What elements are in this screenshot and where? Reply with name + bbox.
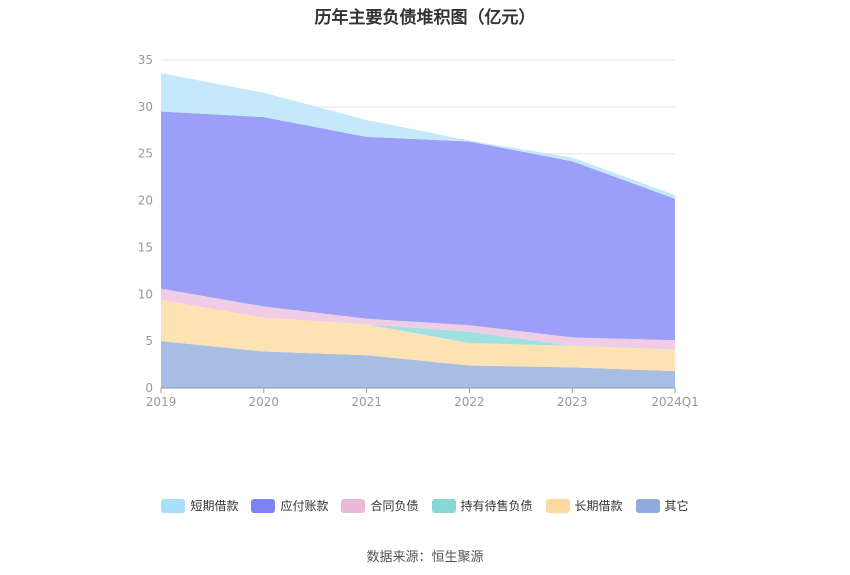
area-series-1[interactable] — [161, 299, 675, 372]
chart-legend: 短期借款 应付账款 合同负债 持有待售负债 长期借款 其它 — [0, 497, 850, 514]
data-source-note: 数据来源：恒生聚源 — [366, 550, 484, 565]
legend-item[interactable]: 长期借款 — [545, 497, 623, 514]
y-tick-label: 35 — [138, 53, 153, 67]
legend-label: 其它 — [664, 499, 689, 513]
legend-item[interactable]: 短期借款 — [161, 497, 238, 514]
legend-label: 短期借款 — [190, 499, 239, 513]
y-tick-label: 15 — [138, 240, 153, 254]
y-tick-label: 5 — [145, 334, 153, 348]
y-tick-label: 30 — [138, 100, 153, 114]
y-tick-label: 20 — [138, 194, 153, 208]
y-tick-label: 25 — [138, 147, 153, 161]
legend-swatch — [545, 498, 570, 513]
area-series — [161, 73, 675, 388]
legend-swatch — [161, 498, 186, 513]
legend-label: 应付账款 — [280, 499, 329, 513]
legend-label: 合同负债 — [370, 499, 419, 513]
legend-item[interactable]: 其它 — [635, 497, 689, 514]
legend-item[interactable]: 应付账款 — [251, 497, 328, 514]
legend-swatch — [341, 498, 366, 513]
legend-swatch — [251, 498, 276, 513]
x-tick-label: 2022 — [454, 395, 485, 409]
legend-label: 持有待售负债 — [460, 499, 533, 513]
x-tick-label: 2020 — [249, 395, 280, 409]
x-tick-label: 2024Q1 — [651, 395, 699, 409]
x-tick-label: 2019 — [146, 395, 177, 409]
chart-title: 历年主要负债堆积图（亿元） — [314, 8, 536, 28]
axes: 0 5 10 15 20 25 30 35 2019 2020 2021 2022 2023 2024Q1 — [138, 53, 699, 409]
x-tick-label: 2023 — [557, 395, 588, 409]
area-series-0[interactable] — [161, 341, 675, 388]
legend-item[interactable]: 合同负债 — [341, 497, 419, 514]
area-series-4[interactable] — [161, 111, 675, 341]
legend-swatch — [431, 498, 456, 513]
y-tick-label: 0 — [145, 381, 153, 395]
area-series-5[interactable] — [161, 73, 675, 199]
stacked-area-chart: 0 5 10 15 20 25 30 35 2019 2020 2021 2022 2023 2024Q1 — [138, 53, 699, 409]
x-tick-label: 2021 — [351, 395, 382, 409]
y-tick-label: 10 — [138, 287, 153, 301]
legend-item[interactable]: 持有待售负债 — [431, 497, 533, 514]
legend-swatch — [635, 498, 660, 513]
legend-label: 长期借款 — [574, 499, 623, 513]
area-series-3[interactable] — [161, 288, 675, 350]
